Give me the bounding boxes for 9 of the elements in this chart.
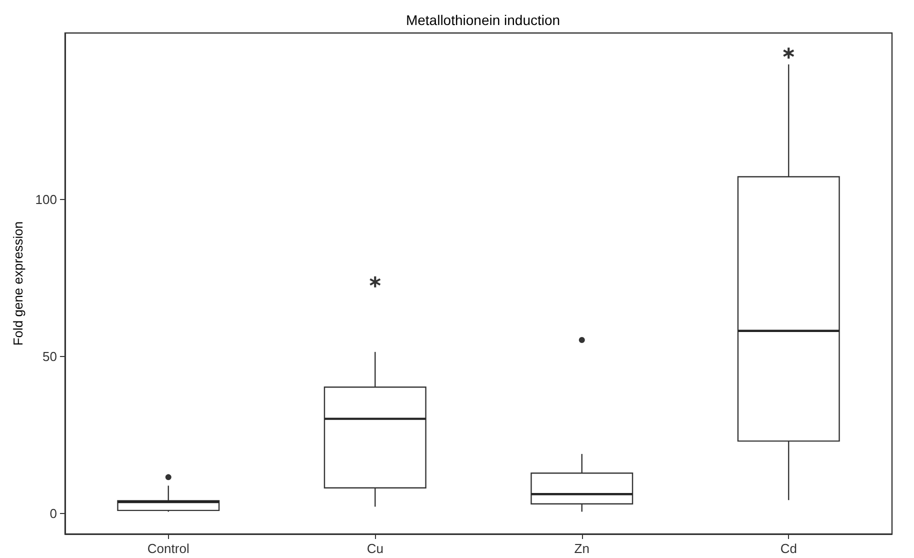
y-tick-label: 0 (50, 506, 57, 521)
y-tick-label: 50 (42, 348, 57, 364)
y-axis-title: Fold gene expression (10, 221, 26, 346)
x-tick-label: Cu (366, 541, 384, 556)
x-tick-label: Control (147, 541, 190, 556)
x-tick-label: Cd (780, 541, 797, 556)
y-tick-label: 100 (35, 192, 57, 207)
x-tick-label: Zn (574, 541, 590, 556)
chart-title: Metallothionein induction (406, 12, 560, 28)
